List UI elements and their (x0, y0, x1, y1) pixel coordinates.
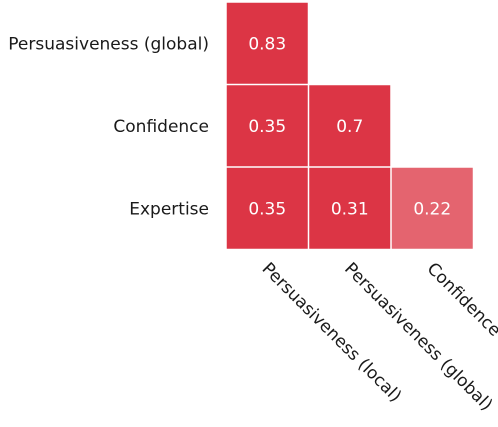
heatmap-cell-expertise-persuasiveness-local (226, 167, 308, 249)
cell-value-label: 0.35 (248, 117, 286, 137)
heatmap-cell-confidence-persuasiveness-local (226, 85, 308, 167)
row-labels: Persuasiveness (global) Confidence Experti… (8, 34, 209, 219)
cell-value-label: 0.35 (248, 199, 286, 219)
cell-value-label: 0.83 (248, 34, 286, 54)
column-labels: Persuasiveness (local)Persuasiveness (gl… (258, 259, 498, 415)
heatmap-cell-confidence-persuasiveness-global (309, 85, 391, 167)
heatmap-cell-persuasiveness-global-persuasiveness-local (226, 2, 308, 84)
cell-value-label: 0.31 (331, 199, 369, 219)
heatmap-cells: 0.83 0.35 0.7 0.35 0.31 0.22 (226, 2, 473, 249)
heatmap-cell-expertise-confidence (391, 167, 473, 249)
column-label-persuasiveness-local: Persuasiveness (local) (258, 259, 405, 406)
column-label-confidence: Confidence (423, 259, 498, 341)
row-label-confidence: Confidence (113, 117, 209, 137)
column-label-persuasiveness-global: Persuasiveness (global) (340, 259, 496, 415)
heatmap-cell-expertise-persuasiveness-global (309, 167, 391, 249)
cell-value-label: 0.7 (336, 117, 363, 137)
cell-value-label: 0.22 (413, 199, 451, 219)
row-label-persuasiveness-global: Persuasiveness (global) (8, 34, 209, 54)
row-label-expertise: Expertise (129, 199, 209, 219)
